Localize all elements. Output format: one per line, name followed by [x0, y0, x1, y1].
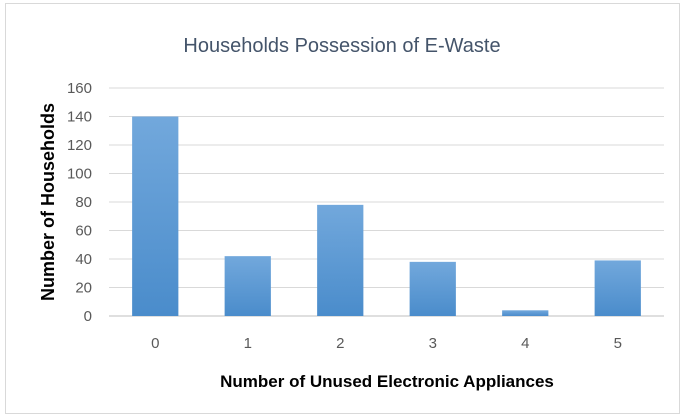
- bar-1: [224, 256, 271, 316]
- bars: [132, 116, 641, 316]
- x-tick-label: 5: [614, 335, 622, 352]
- y-tick-label: 40: [75, 251, 92, 268]
- y-tick-label: 160: [67, 80, 92, 97]
- bar-0: [132, 116, 179, 316]
- y-tick-label: 60: [75, 223, 92, 240]
- x-tick-label: 4: [521, 335, 529, 352]
- bar-2: [317, 204, 364, 316]
- y-tick-label: 140: [67, 109, 92, 126]
- x-tick-label: 0: [151, 335, 159, 352]
- y-axis-label: Number of Households: [38, 103, 58, 301]
- x-tick-label: 2: [336, 335, 344, 352]
- bar-4: [502, 310, 549, 316]
- y-axis-ticks: 0 20 40 60 80 100 120 140 160: [67, 80, 92, 325]
- x-axis-ticks: 0 1 2 3 4 5: [151, 335, 622, 352]
- y-tick-label: 20: [75, 280, 92, 297]
- bar-3: [409, 261, 456, 316]
- y-tick-label: 100: [67, 166, 92, 183]
- y-tick-label: 120: [67, 137, 92, 154]
- gridlines: [109, 87, 664, 317]
- x-tick-label: 3: [429, 335, 437, 352]
- chart-title: Households Possession of E-Waste: [183, 35, 500, 57]
- y-tick-label: 80: [75, 194, 92, 211]
- y-tick-label: 0: [84, 308, 92, 325]
- x-tick-label: 1: [244, 335, 252, 352]
- bar-5: [594, 260, 641, 316]
- x-axis-label: Number of Unused Electronic Appliances: [220, 372, 554, 391]
